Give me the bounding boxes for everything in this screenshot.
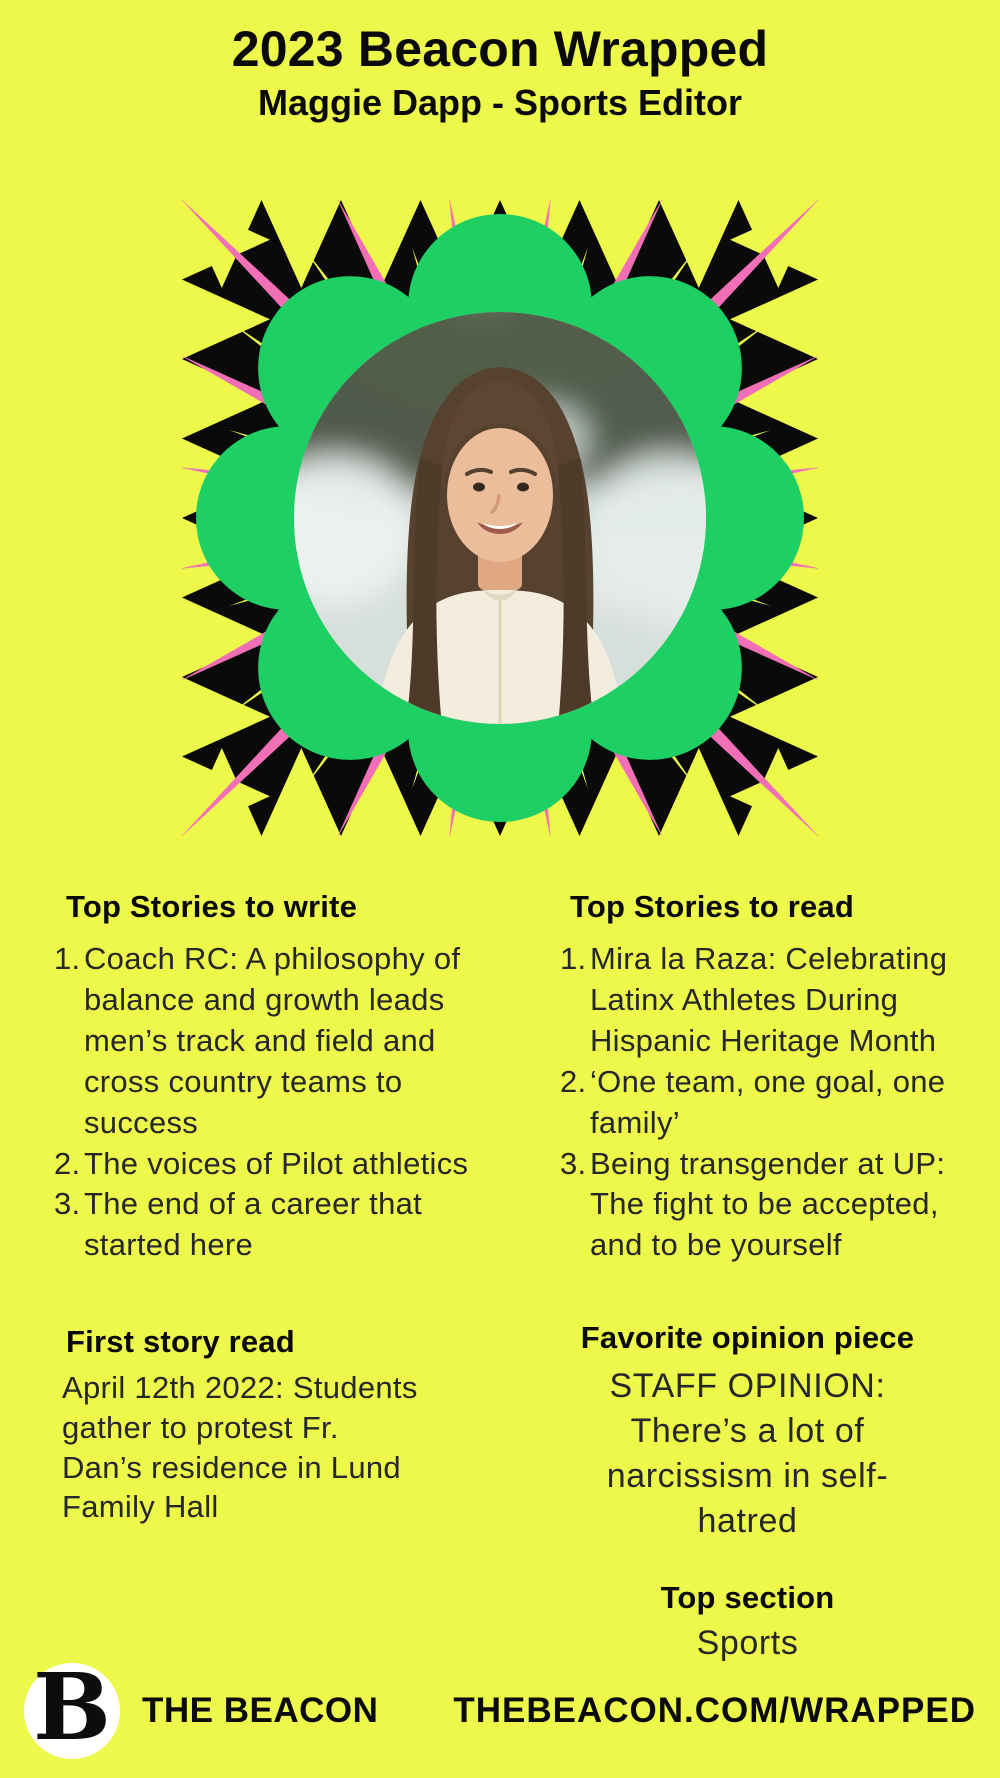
footer: B THE BEACON THEBEACON.COM/WRAPPED [24,1658,976,1764]
starburst-graphic [182,200,818,836]
item-text: Mira la Raza: Celebrating Latinx Athlete… [590,941,948,1058]
item-text: ‘One team, one goal, one family’ [590,1063,946,1140]
logo-letter: B [33,1653,111,1761]
first-story-body: April 12th 2022: Students gather to prot… [62,1370,418,1525]
favorite-opinion-body: STAFF OPINION: There’s a lot of narcissi… [606,1367,889,1540]
item-number: 3. [54,1186,81,1222]
right-bottom-block: Favorite opinion piece STAFF OPINION: Th… [530,1320,965,1663]
page-title: 2023 Beacon Wrapped [231,21,769,77]
first-story-heading: First story read [66,1324,295,1360]
top-section-value: Sports [696,1623,799,1662]
list-item: 2. The voices of Pilot athletics [54,1144,495,1185]
item-number: 2. [54,1145,81,1181]
brand-name: THE BEACON [142,1691,379,1730]
item-number: 2. [560,1063,587,1099]
top-stories-write-list: 1. Coach RC: A philosophy of balance and… [50,939,495,1266]
column-right: Top Stories to read 1. Mira la Raza: Cel… [530,889,965,1663]
list-item: 3. The end of a career that started here [54,1184,495,1266]
list-item: 1. Mira la Raza: Celebrating Latinx Athl… [560,939,965,1062]
top-section-heading: Top section [660,1579,835,1615]
item-number: 3. [560,1145,587,1181]
item-text: The voices of Pilot athletics [84,1145,469,1181]
item-number: 1. [560,941,587,976]
list-item: 2. ‘One team, one goal, one family’ [560,1062,965,1144]
starburst-art [182,200,818,836]
item-text: Coach RC: A philosophy of balance and gr… [84,941,461,1140]
item-number: 1. [54,941,81,976]
header: 2023 Beacon Wrapped Maggie Dapp - Sports… [0,0,1000,124]
list-item: 3. Being transgender at UP: The fight to… [560,1144,965,1267]
list-item: 1. Coach RC: A philosophy of balance and… [54,939,495,1144]
top-stories-read-list: 1. Mira la Raza: Celebrating Latinx Athl… [530,939,965,1266]
column-left: Top Stories to write 1. Coach RC: A phil… [50,889,495,1527]
top-stories-write-heading: Top Stories to write [66,889,358,924]
beacon-logo-icon: B [24,1653,120,1761]
top-stories-read-heading: Top Stories to read [570,889,854,924]
site-url: THEBEACON.COM/WRAPPED [453,1691,976,1730]
item-text: Being transgender at UP: The fight to be… [590,1145,946,1263]
page-subtitle: Maggie Dapp - Sports Editor [257,82,742,123]
item-text: The end of a career that started here [84,1186,423,1263]
favorite-opinion-heading: Favorite opinion piece [580,1320,915,1356]
